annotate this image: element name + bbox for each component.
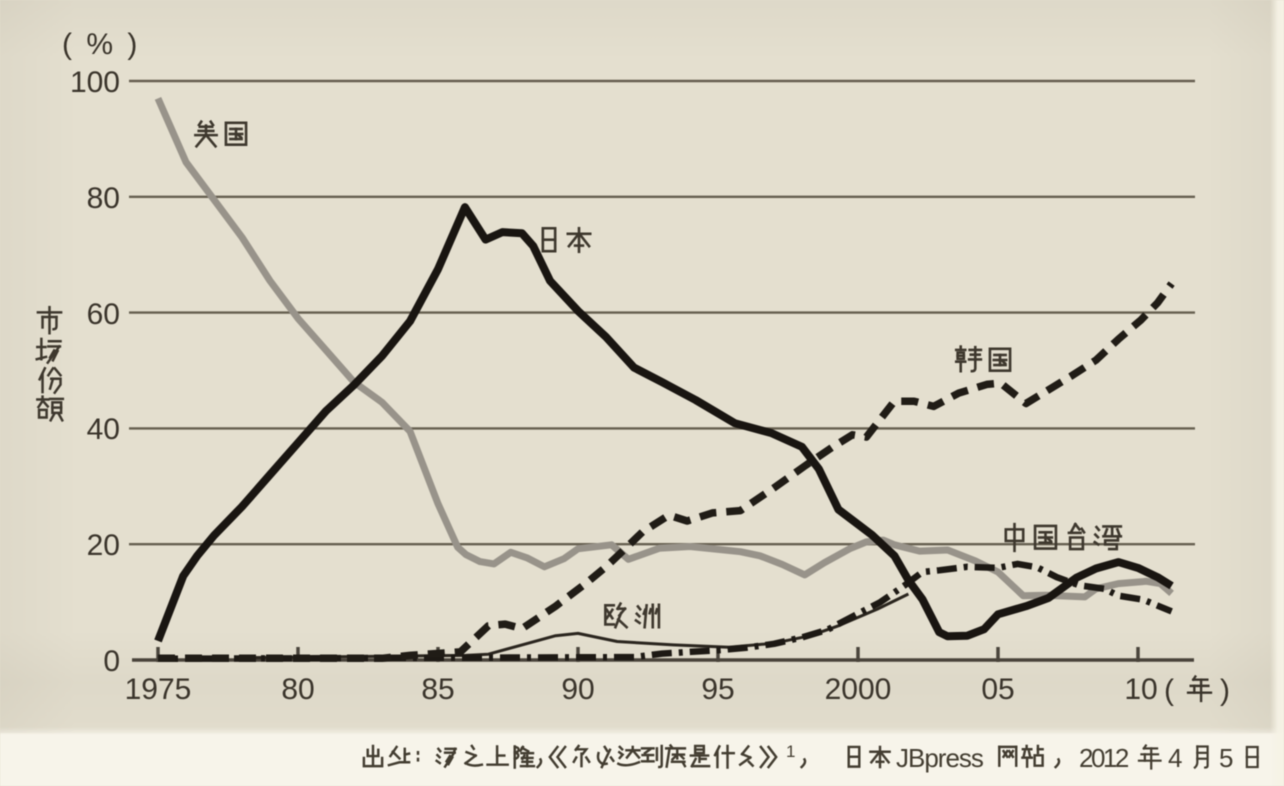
svg-text:100: 100 xyxy=(70,66,120,99)
svg-text:85: 85 xyxy=(421,673,454,706)
svg-text:(: ( xyxy=(1164,674,1176,707)
svg-text:2000: 2000 xyxy=(825,673,892,706)
svg-text:4: 4 xyxy=(1168,743,1182,773)
svg-text:): ) xyxy=(1220,674,1230,707)
svg-text:80: 80 xyxy=(87,182,120,215)
svg-text:10: 10 xyxy=(1124,673,1157,706)
svg-text:05: 05 xyxy=(981,673,1014,706)
svg-text:95: 95 xyxy=(701,673,734,706)
svg-text:2012: 2012 xyxy=(1079,743,1129,773)
svg-text:JBpress: JBpress xyxy=(896,743,984,773)
svg-text:1: 1 xyxy=(786,742,795,761)
svg-text:90: 90 xyxy=(561,673,594,706)
svg-text:1975: 1975 xyxy=(125,673,192,706)
svg-text:40: 40 xyxy=(87,413,120,446)
svg-text:( % ): ( % ) xyxy=(62,28,140,61)
svg-text:5: 5 xyxy=(1219,743,1233,773)
svg-text:60: 60 xyxy=(87,298,120,331)
svg-text:0: 0 xyxy=(103,645,120,678)
svg-text:20: 20 xyxy=(87,529,120,562)
svg-text:80: 80 xyxy=(281,673,314,706)
